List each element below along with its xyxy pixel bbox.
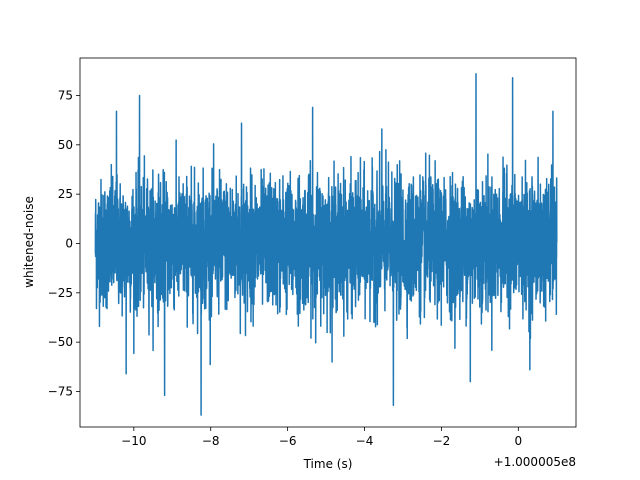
y-tick-label: −25 bbox=[48, 286, 73, 300]
plot-frame bbox=[79, 57, 577, 428]
x-axis-label: Time (s) bbox=[303, 457, 353, 471]
y-tick-label: 75 bbox=[58, 88, 73, 102]
y-tick-label: 0 bbox=[65, 236, 73, 250]
x-tick-label: −10 bbox=[121, 434, 146, 448]
x-tick-label: −6 bbox=[279, 434, 297, 448]
x-tick-label: 0 bbox=[515, 434, 523, 448]
series-line-whitened-noise bbox=[94, 73, 558, 416]
x-tick-label: −2 bbox=[433, 434, 451, 448]
y-axis: −75 −50 −25 0 25 50 75 bbox=[48, 88, 80, 398]
x-axis: −10 −8 −6 −4 −2 0 bbox=[121, 427, 522, 448]
y-tick-label: −50 bbox=[48, 335, 73, 349]
y-tick-label: 50 bbox=[58, 138, 73, 152]
x-axis-offset-label: +1.000005e8 bbox=[494, 455, 576, 469]
y-tick-label: −75 bbox=[48, 384, 73, 398]
plot-area bbox=[94, 73, 558, 416]
x-tick-label: −4 bbox=[356, 434, 374, 448]
x-tick-label: −8 bbox=[202, 434, 220, 448]
y-tick-label: 25 bbox=[58, 187, 73, 201]
y-axis-label: whitened-noise bbox=[22, 196, 36, 288]
